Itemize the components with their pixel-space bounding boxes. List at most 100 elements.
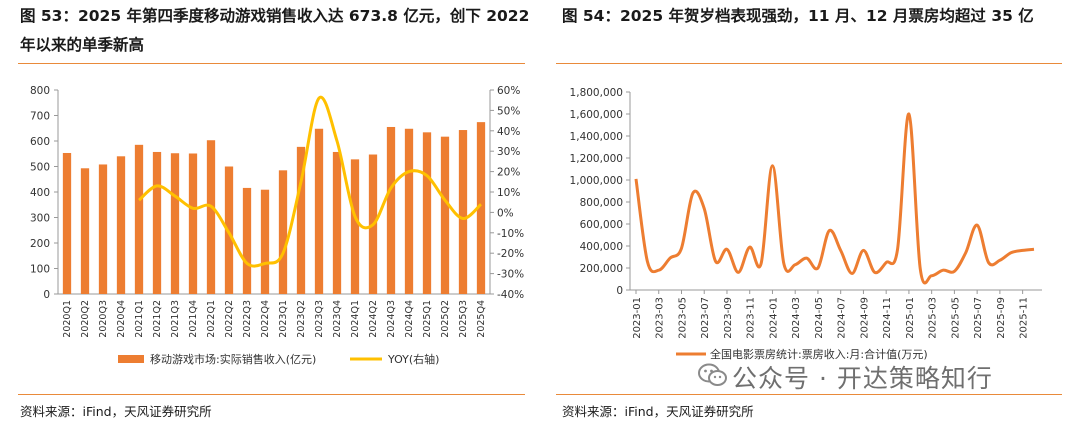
right-y-tick-label: -30% [497,269,524,281]
left-y-tick-label: 200 [30,238,50,250]
revenue-bar [206,140,216,294]
box-office-chart: 0 200,000 400,000 600,000 800,000 1,000,000 1,… [570,87,1042,361]
revenue-bar [314,128,324,294]
left-y-tick-label: 300 [30,213,50,225]
right-y-tick-label: 10% [497,187,520,199]
watermark-text: 公众号 · 开达策略知行 [732,364,993,393]
legend-bar-label: 移动游戏市场:实际销售收入(亿元) [150,352,316,366]
revenue-bar [80,168,90,294]
x-tick-label: 2020Q2 [80,300,91,338]
revenue-bar [404,128,414,294]
x-tick-label: 2024Q1 [350,300,361,338]
x-tick-label: 2023Q2 [296,300,307,338]
game-revenue-chart: 0 100 200 300 400 500 600 700 800 -40% -30% -20% -10… [30,85,524,366]
left-y-tick-label: 800 [30,85,50,97]
yoy-line [137,95,483,268]
y-tick-label: 200,000 [580,263,623,275]
x-tick-label: 2020Q1 [62,300,73,338]
revenue-bar [296,146,306,294]
x-tick-label: 2024-01 [768,297,779,339]
right-source-note: 资料来源：iFind，天风证券研究所 [562,404,754,419]
revenue-bar [422,132,432,294]
x-tick-label: 2025Q3 [458,300,469,338]
revenue-bar [170,153,180,294]
box-office-line [634,112,1035,285]
y-tick-label: 1,000,000 [570,175,623,187]
x-tick-label: 2023-05 [677,297,688,339]
x-tick-label: 2021Q1 [134,300,145,338]
right-y-tick-label: 40% [497,126,520,138]
x-tick-label: 2025-07 [973,297,984,339]
x-tick-label: 2025Q4 [476,300,487,338]
y-tick-label: 1,600,000 [570,109,623,121]
x-tick-label: 2024Q2 [368,300,379,338]
right-source-rule [556,394,1062,395]
x-tick-label: 2022Q3 [242,300,253,338]
legend-bar-swatch [118,355,144,363]
revenue-bar [476,122,486,294]
x-tick-label: 2025-03 [928,297,939,339]
revenue-bar [116,156,126,294]
left-y-tick-label: 0 [43,289,50,301]
left-y-tick-label: 600 [30,136,50,148]
x-tick-label: 2021Q4 [188,300,199,338]
x-tick-label: 2024Q3 [386,300,397,338]
legend-line-label: 全国电影票房统计:票房收入:月:合计值(万元) [710,347,928,361]
x-tick-label: 2023-01 [632,297,643,339]
y-tick-label: 1,400,000 [570,131,623,143]
x-tick-label: 2025-05 [950,297,961,339]
right-y-tick-label: 0% [497,207,514,219]
x-tick-label: 2025Q1 [422,300,433,338]
x-tick-label: 2020Q4 [116,300,127,338]
revenue-bar [440,136,450,294]
revenue-bar [188,153,198,294]
x-tick-label: 2023-07 [700,297,711,339]
x-tick-label: 2023Q3 [314,300,325,338]
right-y-tick-label: 50% [497,105,520,117]
x-tick-label: 2023-03 [655,297,666,339]
revenue-bar [98,164,108,294]
revenue-bar [260,189,270,294]
left-y-tick-label: 700 [30,111,50,123]
x-tick-label: 2023Q1 [278,300,289,338]
right-chart-title: 图 54：2025 年贺岁档表现强劲，11 月、12 月票房均超过 35 亿 [562,7,1034,25]
x-tick-label: 2025-09 [996,297,1007,339]
revenue-bar [458,130,468,294]
y-tick-label: 800,000 [580,197,623,209]
left-source-note: 资料来源：iFind，天风证券研究所 [20,404,212,419]
y-tick-label: 1,800,000 [570,87,623,99]
legend-line-label: YOY(右轴) [387,352,439,366]
revenue-bar [62,152,72,294]
right-y-tick-label: 30% [497,146,520,158]
x-tick-label: 2023Q4 [332,300,343,338]
revenue-bar [350,159,360,294]
x-tick-label: 2022Q4 [260,300,271,338]
right-y-tick-label: -40% [497,289,524,301]
x-tick-label: 2024-05 [814,297,825,339]
y-tick-label: 600,000 [580,219,623,231]
revenue-bar [152,151,162,294]
right-y-tick-label: 20% [497,167,520,179]
revenue-bar [134,144,144,294]
revenue-bar [332,151,342,294]
y-tick-label: 1,200,000 [570,153,623,165]
right-y-tick-label: 60% [497,85,520,97]
x-tick-label: 2022Q2 [224,300,235,338]
revenue-bar [386,126,396,294]
x-tick-label: 2022Q1 [206,300,217,338]
x-tick-label: 2023-09 [723,297,734,339]
x-tick-label: 2024-11 [882,297,893,339]
x-tick-label: 2021Q2 [152,300,163,338]
right-y-tick-label: -20% [497,248,524,260]
x-tick-label: 2023-11 [746,297,757,339]
x-tick-label: 2024Q4 [404,300,415,338]
x-tick-label: 2024-09 [859,297,870,339]
y-tick-label: 0 [616,285,623,297]
left-y-tick-label: 500 [30,162,50,174]
x-tick-label: 2025-01 [905,297,916,339]
revenue-bar [278,170,288,294]
x-tick-label: 2025Q2 [440,300,451,338]
right-title-rule [556,63,1062,64]
x-tick-label: 2025-11 [1019,297,1030,339]
left-chart-title: 图 53：2025 年第四季度移动游戏销售收入达 673.8 亿元，创下 202… [20,7,530,54]
